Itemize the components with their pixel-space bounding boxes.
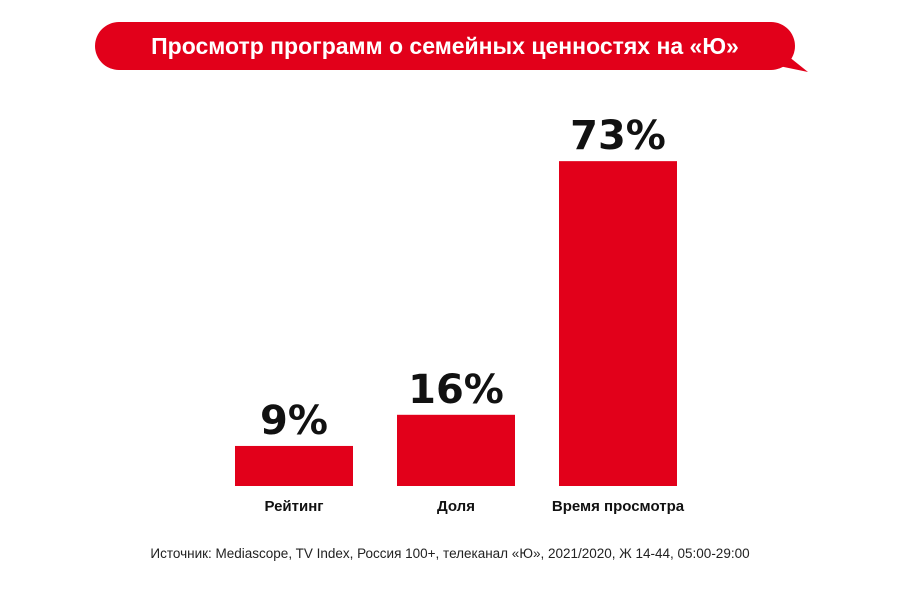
data-label-2: 16% [408,367,504,413]
data-label-3: 73% [570,113,666,159]
bar-chart: 9% Рейтинг 16% Доля 73% Время просмотра [235,113,685,515]
bar-2 [397,414,515,486]
category-label-3: Время просмотра [552,498,685,515]
data-label-1: 9% [260,398,328,444]
bar-3 [559,161,677,486]
bars-group [235,161,677,486]
bar-1 [235,445,353,486]
chart-title-banner: Просмотр программ о семейных ценностях н… [95,22,808,74]
title-bubble: Просмотр программ о семейных ценностях н… [95,22,795,70]
category-label-2: Доля [437,498,475,515]
source-note: Источник: Mediascope, TV Index, Россия 1… [150,546,750,561]
chart-title: Просмотр программ о семейных ценностях н… [151,32,739,59]
labels-group: 9% Рейтинг 16% Доля 73% Время просмотра [260,113,685,515]
category-label-1: Рейтинг [264,498,323,515]
